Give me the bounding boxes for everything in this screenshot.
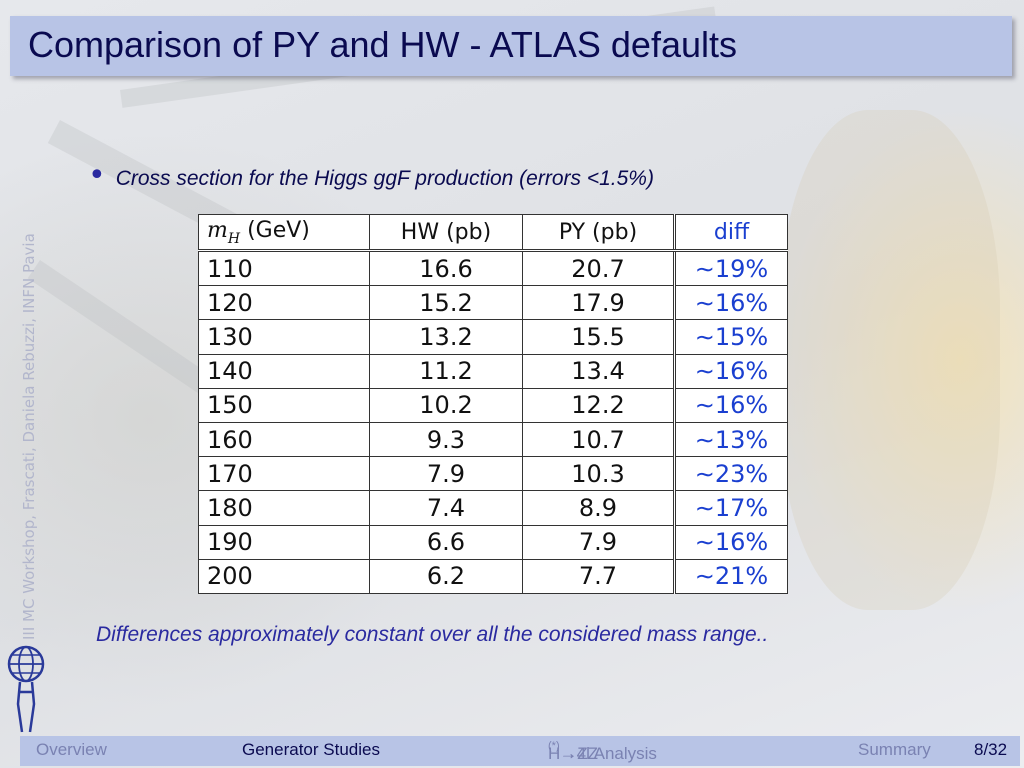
cross-section-table: mH (GeV) HW (pb) PY (pb) diff 110 16.6 2… (198, 214, 788, 595)
footer-nav: Overview Generator Studies H→ZZ (*) →4l An… (20, 736, 1020, 766)
bullet-icon: • (88, 158, 106, 193)
footer-link-generator-studies[interactable]: Generator Studies (242, 740, 380, 759)
table-row: 110 16.6 20.7 ∼19% (198, 249, 788, 287)
footer-link-summary[interactable]: Summary (858, 740, 931, 759)
cell-py: 8.9 (522, 490, 675, 526)
bullet-item: • Cross section for the Higgs ggF produc… (88, 158, 654, 193)
cell-diff: ∼16% (673, 285, 788, 321)
table-row: 200 6.2 7.7 ∼21% (198, 558, 788, 595)
cell-py: 12.2 (522, 387, 675, 423)
cell-diff: ∼17% (673, 490, 788, 526)
cell-diff: ∼16% (673, 353, 788, 389)
table-row: 140 11.2 13.4 ∼16% (198, 353, 788, 389)
atlas-logo-icon (7, 645, 45, 733)
cell-mass: 190 (198, 524, 370, 560)
cell-mass: 150 (198, 387, 370, 423)
cell-hw: 6.2 (369, 558, 523, 595)
footer-analysis-prefix: H→ZZ (548, 744, 599, 763)
cell-mass: 120 (198, 285, 370, 321)
cell-mass: 110 (198, 249, 370, 287)
header-hw: HW (pb) (369, 214, 523, 252)
cell-hw: 6.6 (369, 524, 523, 560)
cell-diff: ∼23% (673, 456, 788, 492)
cell-py: 13.4 (522, 353, 675, 389)
cell-hw: 7.4 (369, 490, 523, 526)
header-mass: mH (GeV) (198, 214, 370, 252)
cell-py: 7.9 (522, 524, 675, 560)
bullet-text: Cross section for the Higgs ggF producti… (115, 167, 654, 190)
table-header-row: mH (GeV) HW (pb) PY (pb) diff (198, 214, 788, 252)
table-row: 180 7.4 8.9 ∼17% (198, 490, 788, 526)
cell-hw: 15.2 (369, 285, 523, 321)
cell-mass: 130 (198, 319, 370, 355)
cell-mass: 200 (198, 558, 370, 595)
side-label: III MC Workshop, Frascati, Daniela Rebuz… (20, 233, 38, 640)
table-row: 170 7.9 10.3 ∼23% (198, 456, 788, 492)
page-title: Comparison of PY and HW - ATLAS defaults (28, 24, 737, 65)
page-number: 8/32 (974, 740, 1008, 759)
cell-py: 10.3 (522, 456, 675, 492)
table-row: 150 10.2 12.2 ∼16% (198, 387, 788, 423)
cell-hw: 11.2 (369, 353, 523, 389)
footer-analysis-sup: (*) (548, 740, 560, 752)
table-row: 120 15.2 17.9 ∼16% (198, 285, 788, 321)
title-bar: Comparison of PY and HW - ATLAS defaults (10, 16, 1012, 76)
cell-mass: 160 (198, 421, 370, 458)
header-mass-unit: (GeV) (247, 217, 310, 243)
table: mH (GeV) HW (pb) PY (pb) diff 110 16.6 2… (198, 214, 788, 595)
cell-hw: 16.6 (369, 249, 523, 287)
cell-py: 10.7 (522, 421, 675, 458)
cell-hw: 10.2 (369, 387, 523, 423)
background-stripe (780, 110, 1000, 610)
cell-diff: ∼13% (673, 421, 788, 458)
cell-diff: ∼19% (673, 249, 788, 287)
cell-mass: 180 (198, 490, 370, 526)
table-row: 130 13.2 15.5 ∼15% (198, 319, 788, 355)
cell-diff: ∼16% (673, 524, 788, 560)
header-mass-subscript: H (227, 230, 241, 247)
header-py: PY (pb) (522, 214, 675, 252)
table-row: 190 6.6 7.9 ∼16% (198, 524, 788, 560)
cell-mass: 170 (198, 456, 370, 492)
cell-py: 15.5 (522, 319, 675, 355)
cell-py: 17.9 (522, 285, 675, 321)
cell-diff: ∼16% (673, 387, 788, 423)
cell-py: 20.7 (522, 249, 675, 287)
footer-link-analysis[interactable]: H→ZZ (*) →4l Analysis (548, 740, 657, 763)
cell-hw: 7.9 (369, 456, 523, 492)
cell-mass: 140 (198, 353, 370, 389)
summary-note: Differences approximately constant over … (96, 623, 769, 646)
header-diff: diff (673, 214, 788, 252)
cell-hw: 9.3 (369, 421, 523, 458)
cell-diff: ∼21% (673, 558, 788, 595)
header-mass-symbol: m (207, 217, 228, 243)
cell-hw: 13.2 (369, 319, 523, 355)
footer-link-overview[interactable]: Overview (36, 740, 107, 759)
footer-analysis-suffix: →4l Analysis (559, 744, 657, 763)
cell-diff: ∼15% (673, 319, 788, 355)
table-row: 160 9.3 10.7 ∼13% (198, 421, 788, 458)
cell-py: 7.7 (522, 558, 675, 595)
